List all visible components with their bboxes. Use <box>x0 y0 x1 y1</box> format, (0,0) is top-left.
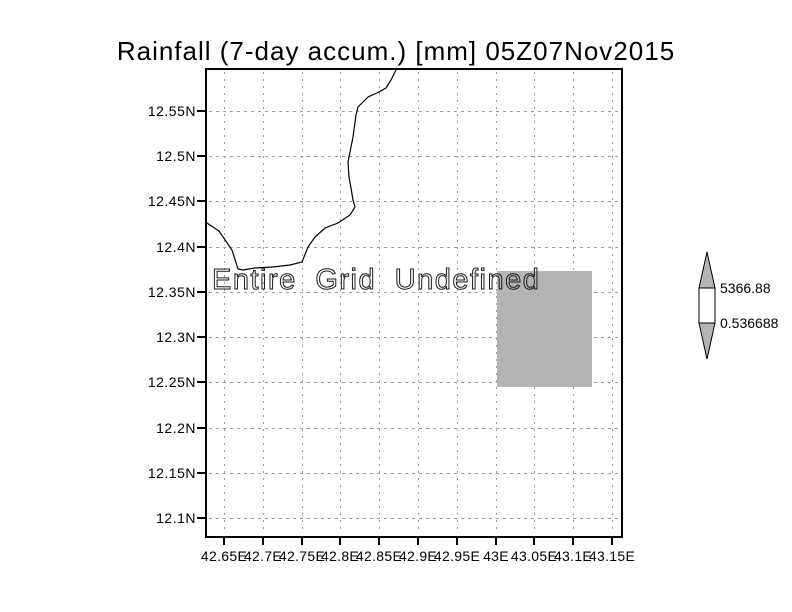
lat-tick-label: 12.15N <box>147 465 196 481</box>
colorbar-max-label: 5366.88 <box>720 280 771 296</box>
colorbar-bottom-arrow <box>698 322 716 360</box>
lon-tick-label: 42.8E <box>320 548 360 564</box>
lon-tick-label: 42.65E <box>200 548 248 564</box>
gridline-horizontal <box>209 201 619 202</box>
lon-tick-mark <box>301 536 303 545</box>
lat-tick-mark <box>197 517 206 519</box>
lon-tick-mark <box>572 536 574 545</box>
gridline-horizontal <box>209 337 619 338</box>
lat-tick-mark <box>197 472 206 474</box>
plot-frame <box>205 68 623 538</box>
lat-tick-mark <box>197 155 206 157</box>
lat-tick-mark <box>197 427 206 429</box>
colorbar-body <box>698 287 716 324</box>
lat-tick-label: 12.35N <box>147 284 196 300</box>
undefined-data-region <box>497 271 592 387</box>
lat-tick-mark <box>197 110 206 112</box>
lat-tick-mark <box>197 381 206 383</box>
lat-tick-mark <box>197 336 206 338</box>
lon-tick-mark <box>223 536 225 545</box>
lon-tick-mark <box>456 536 458 545</box>
lon-tick-label: 42.7E <box>243 548 283 564</box>
gridline-vertical <box>302 72 303 534</box>
lat-tick-label: 12.3N <box>156 329 196 345</box>
gridline-horizontal <box>209 111 619 112</box>
lon-tick-mark <box>262 536 264 545</box>
gridline-vertical <box>379 72 380 534</box>
page-title: Rainfall (7-day accum.) [mm] 05Z07Nov201… <box>116 36 676 66</box>
colorbar-top-arrow <box>698 251 716 289</box>
gridline-vertical <box>340 72 341 534</box>
lat-tick-mark <box>197 200 206 202</box>
lat-tick-mark <box>197 246 206 248</box>
lat-tick-label: 12.55N <box>147 103 196 119</box>
lon-tick-label: 42.85E <box>355 548 403 564</box>
lon-tick-label: 43.15E <box>588 548 636 564</box>
colorbar-min-label: 0.536688 <box>720 315 779 331</box>
lat-tick-label: 12.25N <box>147 374 196 390</box>
lon-tick-mark <box>495 536 497 545</box>
gridline-vertical <box>418 72 419 534</box>
gridline-horizontal <box>209 518 619 519</box>
lat-tick-label: 12.45N <box>147 193 196 209</box>
lon-tick-mark <box>533 536 535 545</box>
gridline-horizontal <box>209 247 619 248</box>
lat-tick-label: 12.5N <box>156 148 196 164</box>
gridline-horizontal <box>209 473 619 474</box>
lon-tick-label: 42.75E <box>278 548 326 564</box>
lat-tick-mark <box>197 291 206 293</box>
gridline-vertical <box>496 72 497 534</box>
lon-tick-mark <box>378 536 380 545</box>
gridline-horizontal <box>209 428 619 429</box>
lon-tick-mark <box>611 536 613 545</box>
lon-tick-label: 43.05E <box>510 548 558 564</box>
lon-tick-mark <box>339 536 341 545</box>
lat-tick-label: 12.2N <box>156 420 196 436</box>
lon-tick-label: 42.9E <box>398 548 438 564</box>
gridline-horizontal <box>209 382 619 383</box>
gridline-horizontal <box>209 156 619 157</box>
gridline-vertical <box>457 72 458 534</box>
lon-tick-label: 42.95E <box>433 548 481 564</box>
coastline-map <box>207 70 397 271</box>
lat-tick-label: 12.4N <box>156 239 196 255</box>
lon-tick-label: 43E <box>483 548 509 564</box>
gridline-vertical <box>263 72 264 534</box>
undefined-grid-label: Entire Grid Undefined <box>211 264 541 297</box>
coastline-path <box>207 70 397 271</box>
lon-tick-label: 43.1E <box>553 548 593 564</box>
lat-tick-label: 12.1N <box>156 510 196 526</box>
colorbar <box>698 251 716 360</box>
gridline-vertical <box>612 72 613 534</box>
gridline-horizontal <box>209 292 619 293</box>
lon-tick-mark <box>417 536 419 545</box>
gridline-vertical <box>224 72 225 534</box>
